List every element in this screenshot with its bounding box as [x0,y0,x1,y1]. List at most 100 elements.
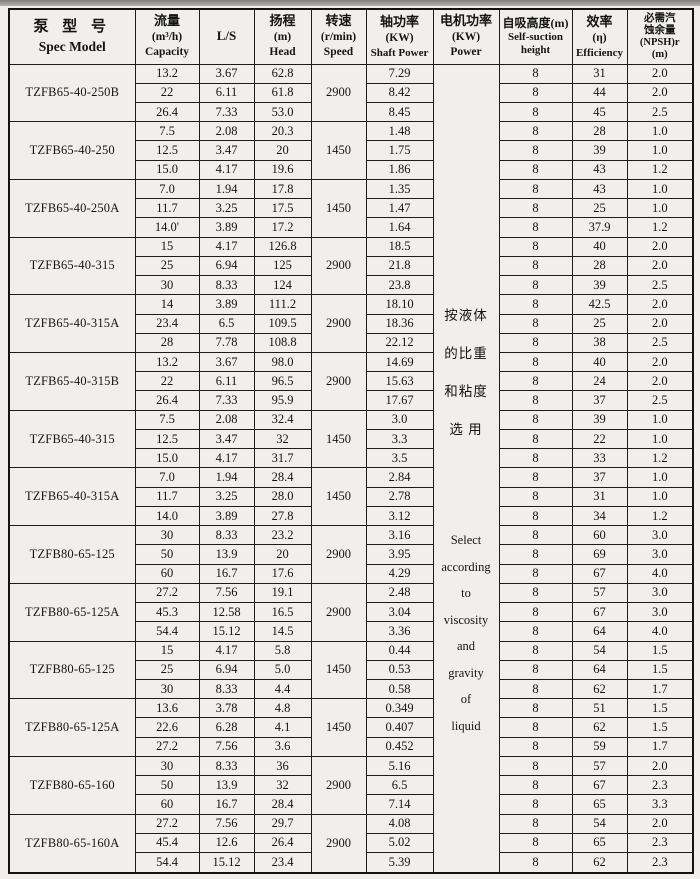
model-cell: TZFB65-40-250A [8,178,136,238]
header-line: (KW) [451,31,481,44]
speed-cell: 1450 [310,467,367,527]
column-header-capacity: 流量 (m³/h) Capacity [134,8,200,65]
efficiency-cell: 37 [571,467,628,488]
shaft-power-cell: 1.64 [365,217,434,238]
shaft-power-cell: 14.69 [365,352,434,373]
header-line: 效率 [586,13,613,29]
head-cell: 126.8 [253,236,312,257]
header-line: 电机功率 [439,13,492,29]
npsh-cell: 1.0 [626,140,694,161]
capacity-cell: 30 [134,525,200,546]
efficiency-cell: 40 [571,236,628,257]
ls-cell: 7.33 [198,390,255,411]
model-cell: TZFB65-40-315A [8,294,136,354]
ls-cell: 6.5 [198,313,255,334]
npsh-cell: 2.5 [626,390,694,411]
self-suction-cell: 8 [498,255,573,277]
efficiency-cell: 57 [571,755,628,777]
ls-cell: 15.12 [198,621,255,642]
model-cell: TZFB80-65-125 [8,640,136,700]
speed-cell: 2900 [310,582,367,642]
capacity-cell: 26.4 [134,390,200,411]
efficiency-cell: 69 [571,544,628,565]
npsh-cell: 1.0 [626,121,694,142]
model-cell: TZFB80-65-125A [8,698,136,757]
table-row: 22 6.11 96.5 15.63 8 24 2.0 [9,371,694,392]
head-cell: 108.8 [253,332,312,354]
npsh-cell: 1.7 [626,678,694,700]
shaft-power-cell: 22.12 [365,332,434,354]
ls-cell: 3.89 [198,217,255,238]
self-suction-cell: 8 [498,525,573,546]
shaft-power-cell: 1.47 [365,198,434,219]
efficiency-cell: 64 [571,621,628,642]
self-suction-cell: 8 [498,717,573,738]
header-line: (η) [592,31,607,44]
npsh-cell: 1.0 [626,409,694,430]
head-cell: 19.1 [253,582,312,604]
model-cell: TZFB65-40-250B [8,63,136,123]
ls-cell: 3.89 [198,294,255,315]
self-suction-cell: 8 [498,313,573,334]
motor-power-note-line: Select [450,533,482,548]
table-row: 30 8.33 4.4 0.58 8 62 1.7 [9,678,694,700]
shaft-power-cell: 1.35 [365,178,434,200]
capacity-cell: 25 [134,255,200,277]
head-cell: 23.2 [253,525,312,546]
table-row: TZFB65-40-250 7.5 2.08 20.3 1450 1.48 8 28 1.0 [8,121,694,180]
ls-cell: 13.9 [198,775,255,796]
efficiency-cell: 25 [571,313,628,334]
self-suction-cell: 8 [498,63,573,84]
header-line: (m) [651,48,668,60]
head-cell: 95.9 [253,390,312,411]
header-line: 自吸高度(m) [502,15,569,30]
capacity-cell: 7.0 [134,467,200,488]
capacity-cell: 27.2 [134,813,200,834]
motor-power-note-line: viscosity [443,612,489,627]
efficiency-cell: 51 [571,698,628,719]
self-suction-cell: 8 [498,755,573,777]
header-line: Capacity [144,46,190,59]
motor-power-note-line: according [441,559,491,574]
ls-cell: 3.25 [198,486,255,507]
capacity-cell: 22.6 [134,717,200,738]
efficiency-cell: 65 [571,794,628,815]
column-header-speed: 转速 (r/min) Speed [310,8,367,65]
speed-cell: 2900 [310,755,367,815]
self-suction-cell: 8 [498,275,573,296]
head-cell: 98.0 [253,352,312,373]
self-suction-cell: 8 [498,736,573,757]
shaft-power-cell: 0.53 [365,659,434,681]
header-line: 轴功率 [379,13,419,29]
capacity-cell: 60 [134,794,200,815]
motor-power-note-english: Select according to viscosity and gravity of li… [434,527,498,739]
efficiency-cell: 62 [571,852,628,874]
head-cell: 36 [253,755,312,777]
speed-cell: 1450 [310,409,367,469]
shaft-power-cell: 0.407 [365,717,434,738]
table-row: TZFB80-65-160 30 8.33 36 2900 5.16 8 57 2.0 [8,755,694,815]
ls-cell: 1.94 [198,467,255,488]
scan-top-band [0,0,700,6]
ls-cell: 8.33 [198,755,255,777]
shaft-power-cell: 3.16 [365,525,434,546]
head-cell: 23.4 [253,852,312,874]
shaft-power-cell: 2.78 [365,486,434,507]
efficiency-cell: 39 [571,409,628,430]
efficiency-cell: 62 [571,717,628,738]
shaft-power-cell: 2.84 [365,467,434,488]
capacity-cell: 45.3 [134,602,200,623]
efficiency-cell: 37 [571,390,628,411]
ls-cell: 12.6 [198,832,255,854]
efficiency-cell: 59 [571,736,628,757]
head-cell: 111.2 [253,294,312,315]
header-line: Efficiency [575,46,624,59]
model-cell: TZFB80-65-160 [8,755,136,815]
efficiency-cell: 39 [571,275,628,296]
self-suction-cell: 8 [498,602,573,623]
head-cell: 28.0 [253,486,312,507]
self-suction-cell: 8 [498,101,573,123]
head-cell: 17.6 [253,563,312,584]
ls-cell: 4.17 [198,236,255,257]
ls-cell: 2.08 [198,409,255,430]
